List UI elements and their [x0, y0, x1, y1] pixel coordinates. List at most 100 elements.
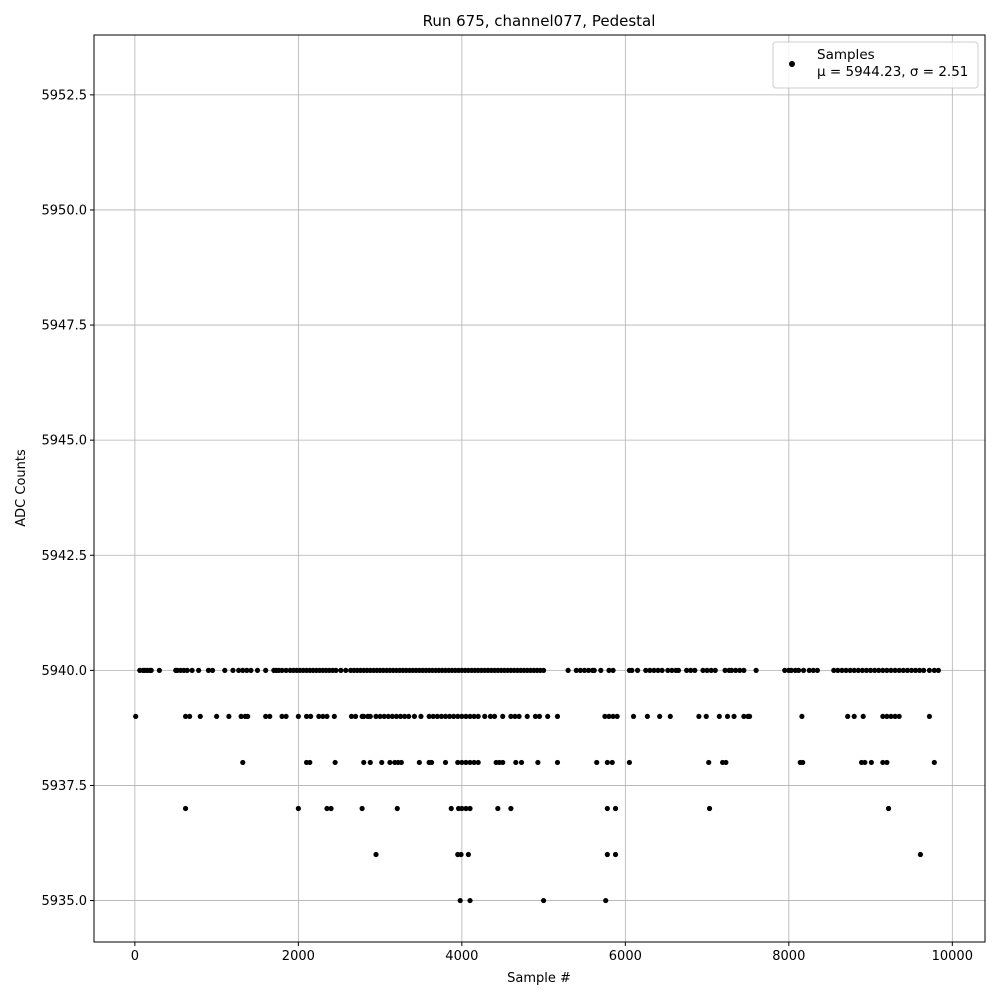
data-point	[324, 805, 330, 812]
data-point	[455, 713, 461, 720]
data-point	[931, 667, 937, 673]
data-point	[716, 713, 722, 720]
data-point	[352, 713, 359, 720]
data-point	[604, 805, 610, 812]
data-point	[931, 759, 937, 766]
data-point	[303, 713, 310, 720]
data-point	[240, 759, 246, 766]
data-point	[416, 759, 422, 766]
y-tick-label: 5935.0	[42, 894, 88, 909]
y-axis-ticks: 5935.0 5937.5 5940.0 5942.5 5945.0 5947.5 5950…	[42, 88, 94, 909]
data-point	[156, 667, 162, 673]
data-point	[935, 667, 942, 673]
data-point	[463, 759, 469, 766]
data-point	[657, 713, 663, 720]
data-point	[495, 805, 501, 812]
data-point	[381, 713, 387, 720]
data-point	[393, 713, 400, 720]
data-point	[630, 713, 637, 720]
data-point	[524, 713, 530, 720]
data-point	[205, 667, 212, 673]
data-point	[585, 667, 592, 673]
data-point	[741, 667, 747, 673]
data-point	[626, 759, 633, 766]
data-point	[187, 713, 193, 720]
data-point	[467, 759, 473, 766]
data-point	[471, 713, 477, 720]
data-point	[851, 713, 857, 720]
data-point	[333, 667, 339, 673]
data-point	[389, 713, 395, 720]
data-point	[196, 667, 202, 673]
data-point	[863, 667, 870, 673]
data-point	[880, 759, 886, 766]
x-tick-label: 2000	[282, 949, 315, 964]
data-point	[610, 713, 616, 720]
data-point	[361, 713, 367, 720]
data-point	[184, 667, 190, 673]
x-tick-label: 4000	[445, 949, 478, 964]
data-point	[512, 713, 518, 720]
data-point	[667, 713, 673, 720]
data-point	[884, 713, 890, 720]
data-point	[373, 851, 379, 858]
y-tick-label: 5942.5	[42, 549, 88, 564]
data-point	[669, 667, 675, 673]
data-point	[917, 667, 923, 673]
data-point	[867, 667, 874, 673]
data-point	[475, 759, 481, 766]
data-point	[591, 667, 597, 673]
data-point	[387, 759, 393, 766]
data-point	[448, 805, 454, 812]
data-point	[451, 713, 457, 720]
data-point	[226, 713, 232, 720]
data-point	[295, 805, 301, 812]
data-point	[581, 667, 588, 673]
data-point	[518, 759, 525, 766]
grid	[94, 35, 985, 942]
data-point	[189, 667, 195, 673]
data-point	[602, 713, 608, 720]
data-point	[706, 759, 712, 766]
y-tick-label: 5940.0	[42, 664, 88, 679]
data-point	[573, 667, 579, 673]
data-point	[516, 713, 522, 720]
data-point	[647, 667, 653, 673]
data-point	[634, 667, 641, 673]
data-point	[279, 667, 285, 673]
data-point	[688, 667, 694, 673]
data-point	[487, 713, 494, 720]
data-point	[428, 759, 435, 766]
y-tick-label: 5937.5	[42, 779, 88, 794]
data-point	[728, 667, 735, 673]
data-point	[283, 667, 289, 673]
data-point	[459, 713, 465, 720]
data-point	[892, 667, 898, 673]
data-point	[402, 713, 408, 720]
data-point	[799, 713, 805, 720]
data-point	[367, 759, 373, 766]
data-point	[753, 667, 759, 673]
data-point	[263, 713, 269, 720]
data-point	[475, 713, 481, 720]
data-point	[458, 851, 464, 858]
data-point	[917, 851, 924, 858]
data-point	[577, 667, 583, 673]
data-point	[900, 667, 906, 673]
data-point	[434, 713, 440, 720]
x-axis-ticks: 0 2000 4000 6000 8000 10000	[131, 942, 973, 964]
data-point	[712, 667, 718, 673]
data-point	[782, 667, 788, 673]
legend: Samples μ = 5944.23, σ = 2.51	[772, 41, 979, 89]
data-point	[843, 667, 849, 673]
data-point	[884, 667, 890, 673]
data-point	[307, 759, 313, 766]
data-point	[240, 667, 246, 673]
data-point	[831, 667, 837, 673]
data-point	[214, 713, 220, 720]
data-point	[888, 713, 894, 720]
data-point	[565, 667, 571, 673]
data-point	[880, 667, 886, 673]
data-point	[373, 713, 379, 720]
y-tick-label: 5945.0	[42, 434, 88, 449]
